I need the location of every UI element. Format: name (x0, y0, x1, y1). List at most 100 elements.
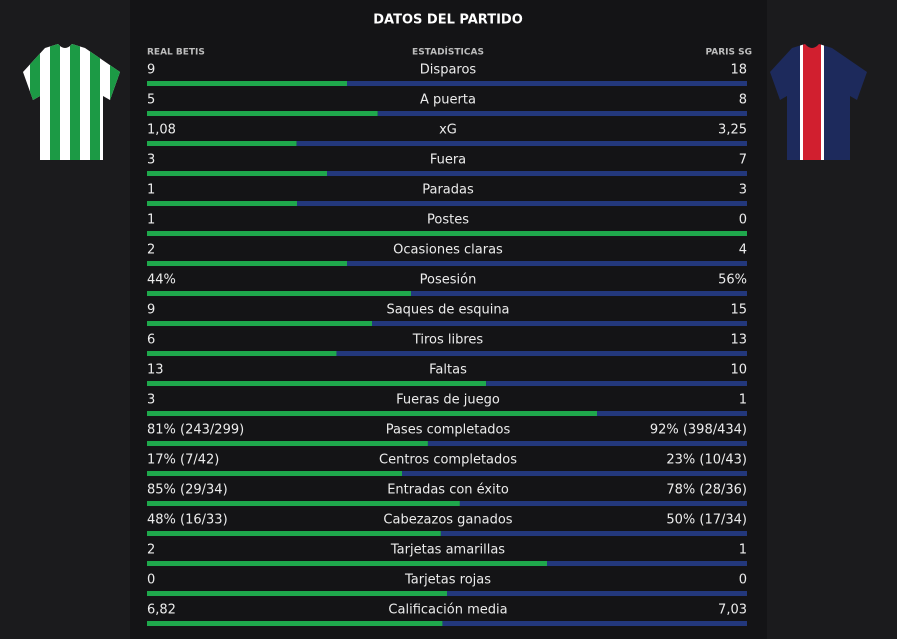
home-bar (147, 501, 460, 506)
stat-label: A puerta (420, 93, 476, 108)
home-value: 2 (147, 543, 155, 558)
home-value: 5 (147, 93, 155, 108)
home-bar (147, 621, 443, 626)
away-bar (347, 81, 747, 86)
away-value: 92% (398/434) (650, 423, 747, 438)
home-bar (147, 561, 547, 566)
home-value: 48% (16/33) (147, 513, 228, 528)
away-value: 4 (739, 243, 747, 258)
home-bar (147, 531, 441, 536)
stat-label: Centros completados (379, 453, 517, 468)
away-bar (597, 411, 747, 416)
away-value: 13 (730, 333, 747, 348)
stat-label: xG (439, 123, 457, 138)
away-value: 56% (718, 273, 747, 288)
stat-label: Saques de esquina (386, 303, 509, 318)
home-value: 13 (147, 363, 164, 378)
home-value: 44% (147, 273, 176, 288)
home-bar (147, 381, 487, 386)
stat-label: Faltas (429, 363, 467, 378)
home-bar (147, 441, 428, 446)
stat-label: Postes (427, 213, 469, 228)
stat-label: Disparos (420, 63, 477, 78)
away-bar (297, 201, 747, 206)
stat-label: Entradas con éxito (387, 483, 509, 498)
home-bar (147, 81, 347, 86)
home-value: 85% (29/34) (147, 483, 228, 498)
home-bar (147, 171, 327, 176)
stat-label: Paradas (422, 183, 474, 198)
away-team: PARIS SG (706, 48, 753, 58)
away-value: 0 (739, 573, 747, 588)
home-bar (147, 201, 297, 206)
home-value: 6 (147, 333, 155, 348)
stat-label: Fueras de juego (396, 393, 500, 408)
home-value: 1 (147, 213, 155, 228)
away-bar (486, 381, 747, 386)
away-value: 3 (739, 183, 747, 198)
away-value: 10 (730, 363, 747, 378)
away-bar (427, 441, 747, 446)
home-value: 2 (147, 243, 155, 258)
away-bar (402, 471, 747, 476)
home-value: 9 (147, 303, 155, 318)
home-value: 0 (147, 573, 155, 588)
stat-label: Tarjetas rojas (404, 573, 491, 588)
home-bar (147, 411, 597, 416)
home-value: 17% (7/42) (147, 453, 219, 468)
stat-label: Tiros libres (412, 333, 484, 348)
home-value: 1 (147, 183, 155, 198)
away-value: 7,03 (718, 603, 747, 618)
home-value: 1,08 (147, 123, 176, 138)
away-value: 3,25 (718, 123, 747, 138)
away-bar (336, 351, 747, 356)
away-value: 0 (739, 213, 747, 228)
home-bar (147, 111, 378, 116)
home-bar (147, 141, 297, 146)
stat-label: Ocasiones claras (393, 243, 503, 258)
away-value: 15 (730, 303, 747, 318)
away-bar (296, 141, 747, 146)
stat-label: Cabezazos ganados (383, 513, 512, 528)
home-bar (147, 231, 747, 236)
stat-label: Calificación media (388, 603, 507, 618)
home-bar (147, 291, 411, 296)
away-bar (377, 111, 747, 116)
home-bar (147, 261, 347, 266)
title: DATOS DEL PARTIDO (373, 13, 523, 28)
away-bar (442, 621, 747, 626)
away-value: 50% (17/34) (666, 513, 747, 528)
home-bar (147, 591, 447, 596)
stat-label: Pases completados (386, 423, 511, 438)
away-bar (459, 501, 747, 506)
away-value: 18 (730, 63, 747, 78)
home-value: 3 (147, 393, 155, 408)
away-value: 1 (739, 543, 747, 558)
away-bar (411, 291, 747, 296)
stat-label: Posesión (420, 273, 477, 288)
away-value: 78% (28/36) (666, 483, 747, 498)
column-header: ESTADÍSTICAS (412, 46, 484, 58)
away-value: 1 (739, 393, 747, 408)
away-value: 8 (739, 93, 747, 108)
away-bar (327, 171, 747, 176)
home-value: 3 (147, 153, 155, 168)
home-bar (147, 471, 402, 476)
away-bar (547, 561, 747, 566)
away-bar (372, 321, 747, 326)
stat-label: Tarjetas amarillas (390, 543, 505, 558)
away-bar (440, 531, 747, 536)
away-value: 23% (10/43) (666, 453, 747, 468)
home-value: 9 (147, 63, 155, 78)
home-bar (147, 321, 372, 326)
home-value: 6,82 (147, 603, 176, 618)
stat-label: Fuera (430, 153, 466, 168)
away-bar (447, 591, 747, 596)
away-value: 7 (739, 153, 747, 168)
away-bar (347, 261, 747, 266)
home-value: 81% (243/299) (147, 423, 244, 438)
home-bar (147, 351, 337, 356)
home-team: REAL BETIS (147, 48, 205, 58)
